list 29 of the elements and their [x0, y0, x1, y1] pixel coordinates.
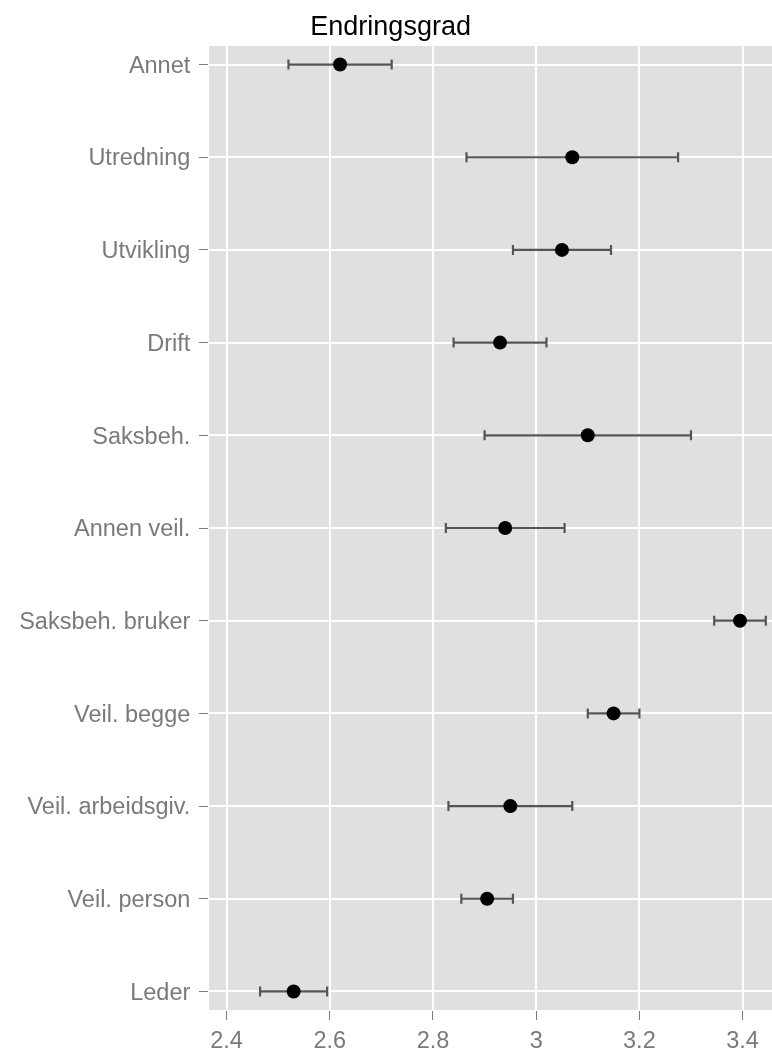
point — [580, 428, 595, 443]
y-tick-label: Veil. arbeidsgiv. — [27, 793, 191, 820]
x-tick-label: 2.4 — [210, 1027, 243, 1054]
point — [554, 242, 569, 257]
point — [498, 521, 513, 535]
point — [286, 984, 301, 999]
point — [606, 706, 621, 721]
y-tick-label: Utvikling — [101, 237, 191, 264]
point — [480, 891, 495, 906]
y-tick-label: Veil. person — [67, 885, 191, 912]
chart-title: Endringsgrad — [310, 10, 471, 41]
y-tick-label: Leder — [130, 978, 191, 1005]
y-tick-label: Utredning — [88, 144, 191, 171]
y-tick-label: Veil. begge — [74, 700, 191, 727]
x-tick-label: 3 — [529, 1027, 543, 1054]
point — [493, 335, 508, 350]
x-tick-label: 3.2 — [623, 1027, 656, 1054]
point — [503, 799, 518, 814]
y-tick-label: Annet — [128, 51, 191, 78]
x-tick-label: 2.8 — [416, 1027, 450, 1054]
y-tick-label: Saksbeh. — [92, 422, 191, 449]
x-tick-label: 2.6 — [313, 1027, 347, 1054]
point — [565, 150, 580, 165]
x-tick-label: 3.4 — [726, 1027, 759, 1054]
y-tick-label: Drift — [147, 329, 191, 356]
y-tick-label: Annen veil. — [74, 515, 191, 542]
point — [333, 57, 348, 72]
point — [733, 613, 748, 628]
y-tick-label: Saksbeh. bruker — [19, 607, 191, 634]
